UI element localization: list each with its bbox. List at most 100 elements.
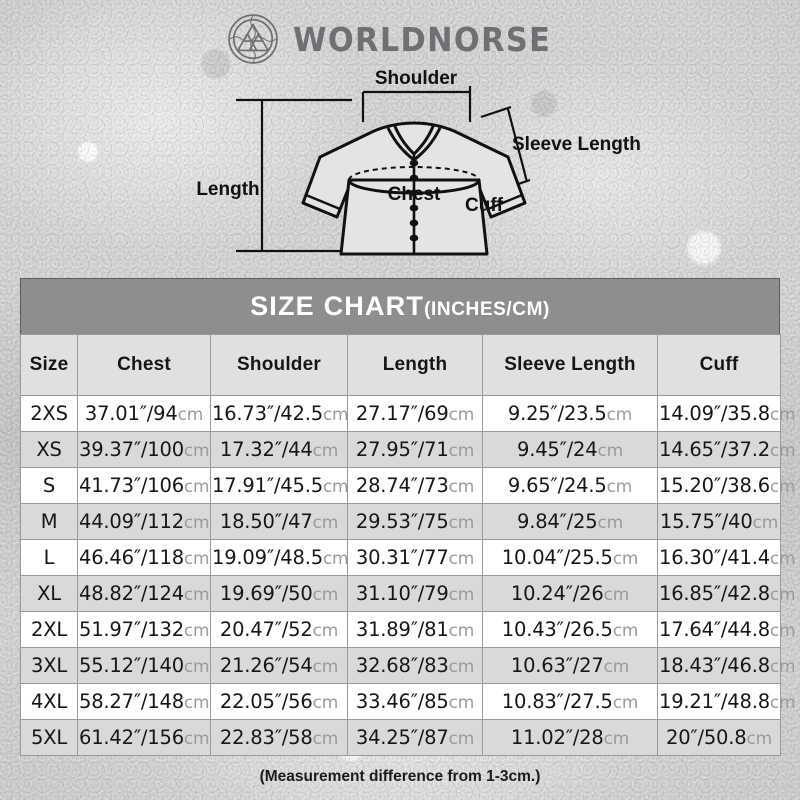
measure-unit: cm: [603, 729, 630, 749]
measure-value: 46.46″/118: [79, 546, 184, 569]
measure-unit: cm: [746, 729, 772, 749]
size-table-body: 2XS 37.01″/94cm 16.73″/42.5cm 27.17″/69cm 9.…: [20, 395, 796, 756]
measure-unit: cm: [312, 441, 339, 461]
measure-value: 17.32″/44: [219, 438, 313, 461]
measure-value: 19.09″/48.5: [212, 546, 323, 569]
measure-value: 58.27″/148: [79, 690, 184, 713]
measure-value: 31.89″/81: [355, 618, 449, 641]
cell-size: L: [20, 539, 78, 576]
cell-cuff: 14.65″/37.2cm: [657, 431, 796, 468]
cell-sleeve-length: 10.63″/27cm: [482, 647, 658, 684]
measure-value: 48.82″/124: [79, 582, 184, 605]
cell-size: 2XL: [20, 611, 78, 648]
measure-value: 32.68″/83: [355, 654, 449, 677]
table-row: XS 39.37″/100cm 17.32″/44cm 27.95″/71cm 9.45…: [20, 431, 796, 468]
measure-unit: cm: [183, 693, 210, 713]
measure-value: 9.45″/24: [516, 438, 598, 461]
measure-value: 16.30″/41.4: [659, 546, 770, 569]
cell-length: 28.74″/73cm: [347, 467, 483, 504]
measure-unit: cm: [183, 441, 210, 461]
chest-label: Chest: [388, 184, 441, 205]
cell-sleeve-length: 11.02″/28cm: [482, 719, 658, 756]
measure-value: 41.73″/106: [79, 474, 184, 497]
measure-value: 61.42″/156: [79, 726, 184, 749]
cell-size: XL: [20, 575, 78, 612]
measure-value: 19.69″/50: [219, 582, 313, 605]
measure-value: 20.47″/52: [219, 618, 313, 641]
measure-value: 22.83″/58: [219, 726, 313, 749]
cuff-label: Cuff: [465, 195, 504, 216]
measure-unit: cm: [606, 477, 633, 497]
length-label: Length: [196, 179, 259, 200]
measure-unit: cm: [769, 405, 796, 425]
measure-unit: cm: [312, 513, 339, 533]
measure-unit: cm: [448, 585, 475, 605]
column-header-shoulder: Shoulder: [210, 334, 348, 396]
table-row: L 46.46″/118cm 19.09″/48.5cm 30.31″/77cm 10.…: [20, 539, 796, 576]
cell-size: M: [20, 503, 78, 540]
cell-shoulder: 22.83″/58cm: [210, 719, 348, 756]
valknut-knotwork-icon: [227, 14, 278, 64]
cell-length: 33.46″/85cm: [347, 683, 483, 720]
measure-unit: cm: [183, 621, 210, 641]
size-chart-card: SIZE CHART(INCHES/CM) Size Chest Shoulde…: [20, 278, 796, 756]
cell-sleeve-length: 10.43″/26.5cm: [482, 611, 658, 648]
measure-value: 16.73″/42.5: [212, 402, 323, 425]
measure-value: 39.37″/100: [79, 438, 184, 461]
measure-unit: cm: [603, 585, 630, 605]
cell-cuff: 15.20″/38.6cm: [657, 467, 796, 504]
size-chart-title-bar: SIZE CHART(INCHES/CM): [20, 278, 780, 334]
measure-unit: cm: [612, 549, 639, 569]
measure-unit: cm: [769, 657, 796, 677]
measure-unit: cm: [448, 405, 475, 425]
measure-unit: cm: [312, 621, 339, 641]
measure-unit: cm: [183, 585, 210, 605]
measure-unit: cm: [769, 693, 796, 713]
measure-unit: cm: [322, 477, 349, 497]
measure-unit: cm: [183, 477, 210, 497]
measure-unit: cm: [606, 405, 633, 425]
cell-shoulder: 17.91″/45.5cm: [210, 467, 349, 504]
cell-chest: 44.09″/112cm: [77, 503, 211, 540]
table-row: M 44.09″/112cm 18.50″/47cm 29.53″/75cm 9.84″…: [20, 503, 781, 540]
measure-unit: cm: [312, 693, 339, 713]
table-row: S 41.73″/106cm 17.91″/45.5cm 28.74″/73cm 9.6…: [20, 467, 796, 504]
measure-unit: cm: [448, 729, 475, 749]
sleeve-length-label: Sleeve Length: [512, 134, 641, 155]
measure-unit: cm: [312, 657, 339, 677]
table-row: 3XL 55.12″/140cm 21.26″/54cm 32.68″/83cm 10.…: [20, 647, 796, 684]
measure-unit: cm: [752, 513, 779, 533]
cell-length: 34.25″/87cm: [347, 719, 483, 756]
size-chart-title: SIZE CHART(INCHES/CM): [250, 291, 550, 322]
measure-value: 20″/50.8: [665, 726, 747, 749]
measure-value: 17.91″/45.5: [212, 474, 323, 497]
cell-sleeve-length: 9.45″/24cm: [482, 431, 658, 468]
measure-unit: cm: [448, 657, 475, 677]
cell-chest: 46.46″/118cm: [77, 539, 211, 576]
measure-unit: cm: [183, 513, 210, 533]
jersey-measurement-illustration: Shoulder Sleeve Length Length Chest Cuff: [196, 68, 641, 256]
cell-length: 31.89″/81cm: [347, 611, 483, 648]
measure-value: 9.25″/23.5: [507, 402, 607, 425]
cell-length: 31.10″/79cm: [347, 575, 483, 612]
measure-unit: cm: [769, 585, 796, 605]
measure-unit: cm: [603, 657, 630, 677]
measure-unit: cm: [448, 513, 475, 533]
measure-unit: cm: [183, 657, 210, 677]
measure-value: 33.46″/85: [355, 690, 449, 713]
table-row: XL 48.82″/124cm 19.69″/50cm 31.10″/79cm 10.2…: [20, 575, 796, 612]
cell-sleeve-length: 10.24″/26cm: [482, 575, 658, 612]
measure-value: 9.84″/25: [516, 510, 598, 533]
measure-value: 15.20″/38.6: [659, 474, 770, 497]
measure-unit: cm: [448, 693, 475, 713]
cell-sleeve-length: 9.25″/23.5cm: [482, 395, 658, 432]
measure-value: 10.04″/25.5: [501, 546, 613, 569]
measure-value: 30.31″/77: [355, 546, 449, 569]
measure-value: 14.65″/37.2: [659, 438, 770, 461]
size-table: Size Chest Shoulder Length Sleeve Length…: [20, 334, 796, 756]
measure-value: 27.17″/69: [355, 402, 449, 425]
cell-chest: 61.42″/156cm: [77, 719, 211, 756]
cell-shoulder: 18.50″/47cm: [210, 503, 348, 540]
column-header-length: Length: [347, 334, 483, 396]
cell-length: 32.68″/83cm: [347, 647, 483, 684]
